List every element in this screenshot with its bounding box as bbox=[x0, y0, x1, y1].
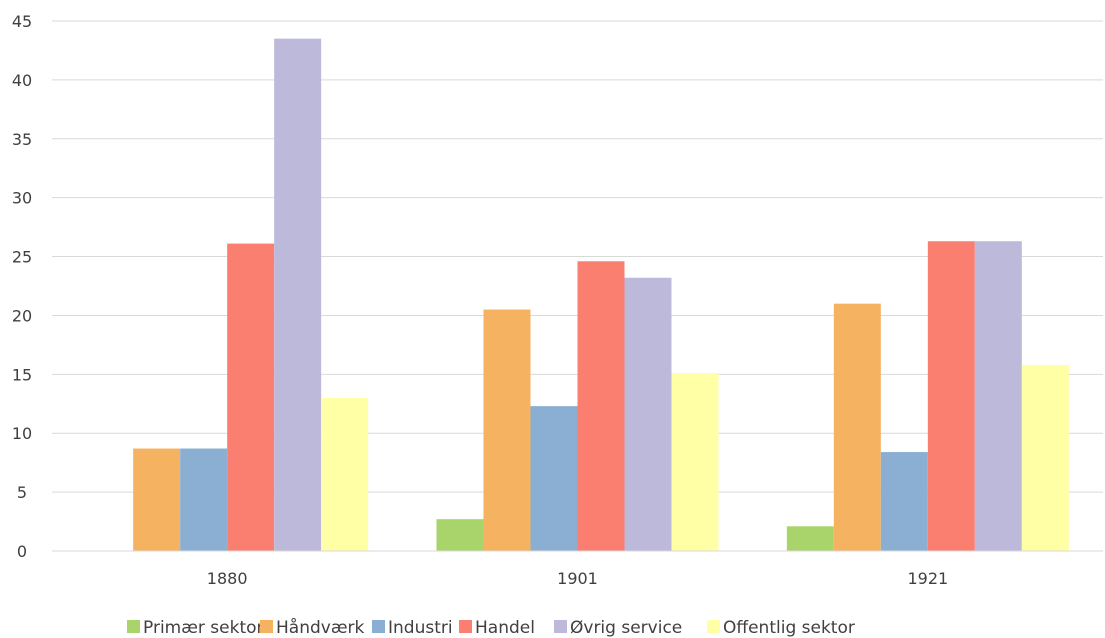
legend-label: Øvrig service bbox=[570, 618, 682, 638]
legend-swatch bbox=[260, 620, 273, 633]
bar-2-0 bbox=[786, 526, 834, 551]
legend-label: Håndværk bbox=[276, 617, 365, 638]
y-tick-label: 30 bbox=[12, 189, 32, 208]
legend-label: Industri bbox=[388, 618, 453, 638]
y-tick-label: 20 bbox=[12, 306, 32, 325]
y-tick-label: 25 bbox=[12, 248, 32, 267]
y-axis-ticks: 0 5 10 15 20 25 30 35 40 45 bbox=[12, 12, 32, 561]
y-tick-label: 0 bbox=[17, 542, 27, 561]
bar-2-1 bbox=[833, 303, 881, 551]
bar-1-4 bbox=[624, 277, 672, 551]
y-tick-label: 40 bbox=[12, 71, 32, 90]
bar-1-2 bbox=[530, 406, 578, 551]
x-tick-label: 1880 bbox=[207, 569, 248, 588]
y-tick-label: 35 bbox=[12, 130, 32, 149]
y-tick-label: 15 bbox=[12, 365, 32, 384]
legend-swatch bbox=[372, 620, 385, 633]
bar-0-1 bbox=[133, 448, 181, 551]
legend-label: Primær sektor bbox=[143, 618, 264, 638]
bar-2-3 bbox=[927, 241, 975, 551]
legend-swatch bbox=[707, 620, 720, 633]
bar-1-5 bbox=[671, 373, 719, 551]
legend-swatch bbox=[127, 620, 140, 633]
bar-0-5 bbox=[321, 397, 369, 551]
bar-1-1 bbox=[483, 309, 531, 551]
bar-0-3 bbox=[227, 243, 275, 551]
y-tick-label: 45 bbox=[12, 12, 32, 31]
legend-label: Handel bbox=[475, 618, 535, 638]
x-axis-ticks: 1880 1901 1921 bbox=[207, 569, 948, 588]
bar-1-0 bbox=[436, 519, 484, 551]
x-tick-label: 1901 bbox=[557, 569, 598, 588]
bars bbox=[133, 38, 1069, 551]
x-tick-label: 1921 bbox=[907, 569, 948, 588]
bar-2-4 bbox=[974, 241, 1022, 551]
bar-2-2 bbox=[880, 452, 928, 551]
legend: Primær sektor Håndværk Industri Handel Øvrig… bbox=[127, 617, 855, 638]
y-tick-label: 10 bbox=[12, 424, 32, 443]
bar-0-2 bbox=[180, 448, 228, 551]
bar-0-4 bbox=[274, 38, 322, 551]
legend-label: Offentlig sektor bbox=[723, 618, 855, 638]
bar-1-3 bbox=[577, 261, 625, 551]
bar-2-5 bbox=[1021, 364, 1069, 551]
legend-swatch bbox=[554, 620, 567, 633]
legend-swatch bbox=[459, 620, 472, 633]
y-tick-label: 5 bbox=[17, 483, 27, 502]
